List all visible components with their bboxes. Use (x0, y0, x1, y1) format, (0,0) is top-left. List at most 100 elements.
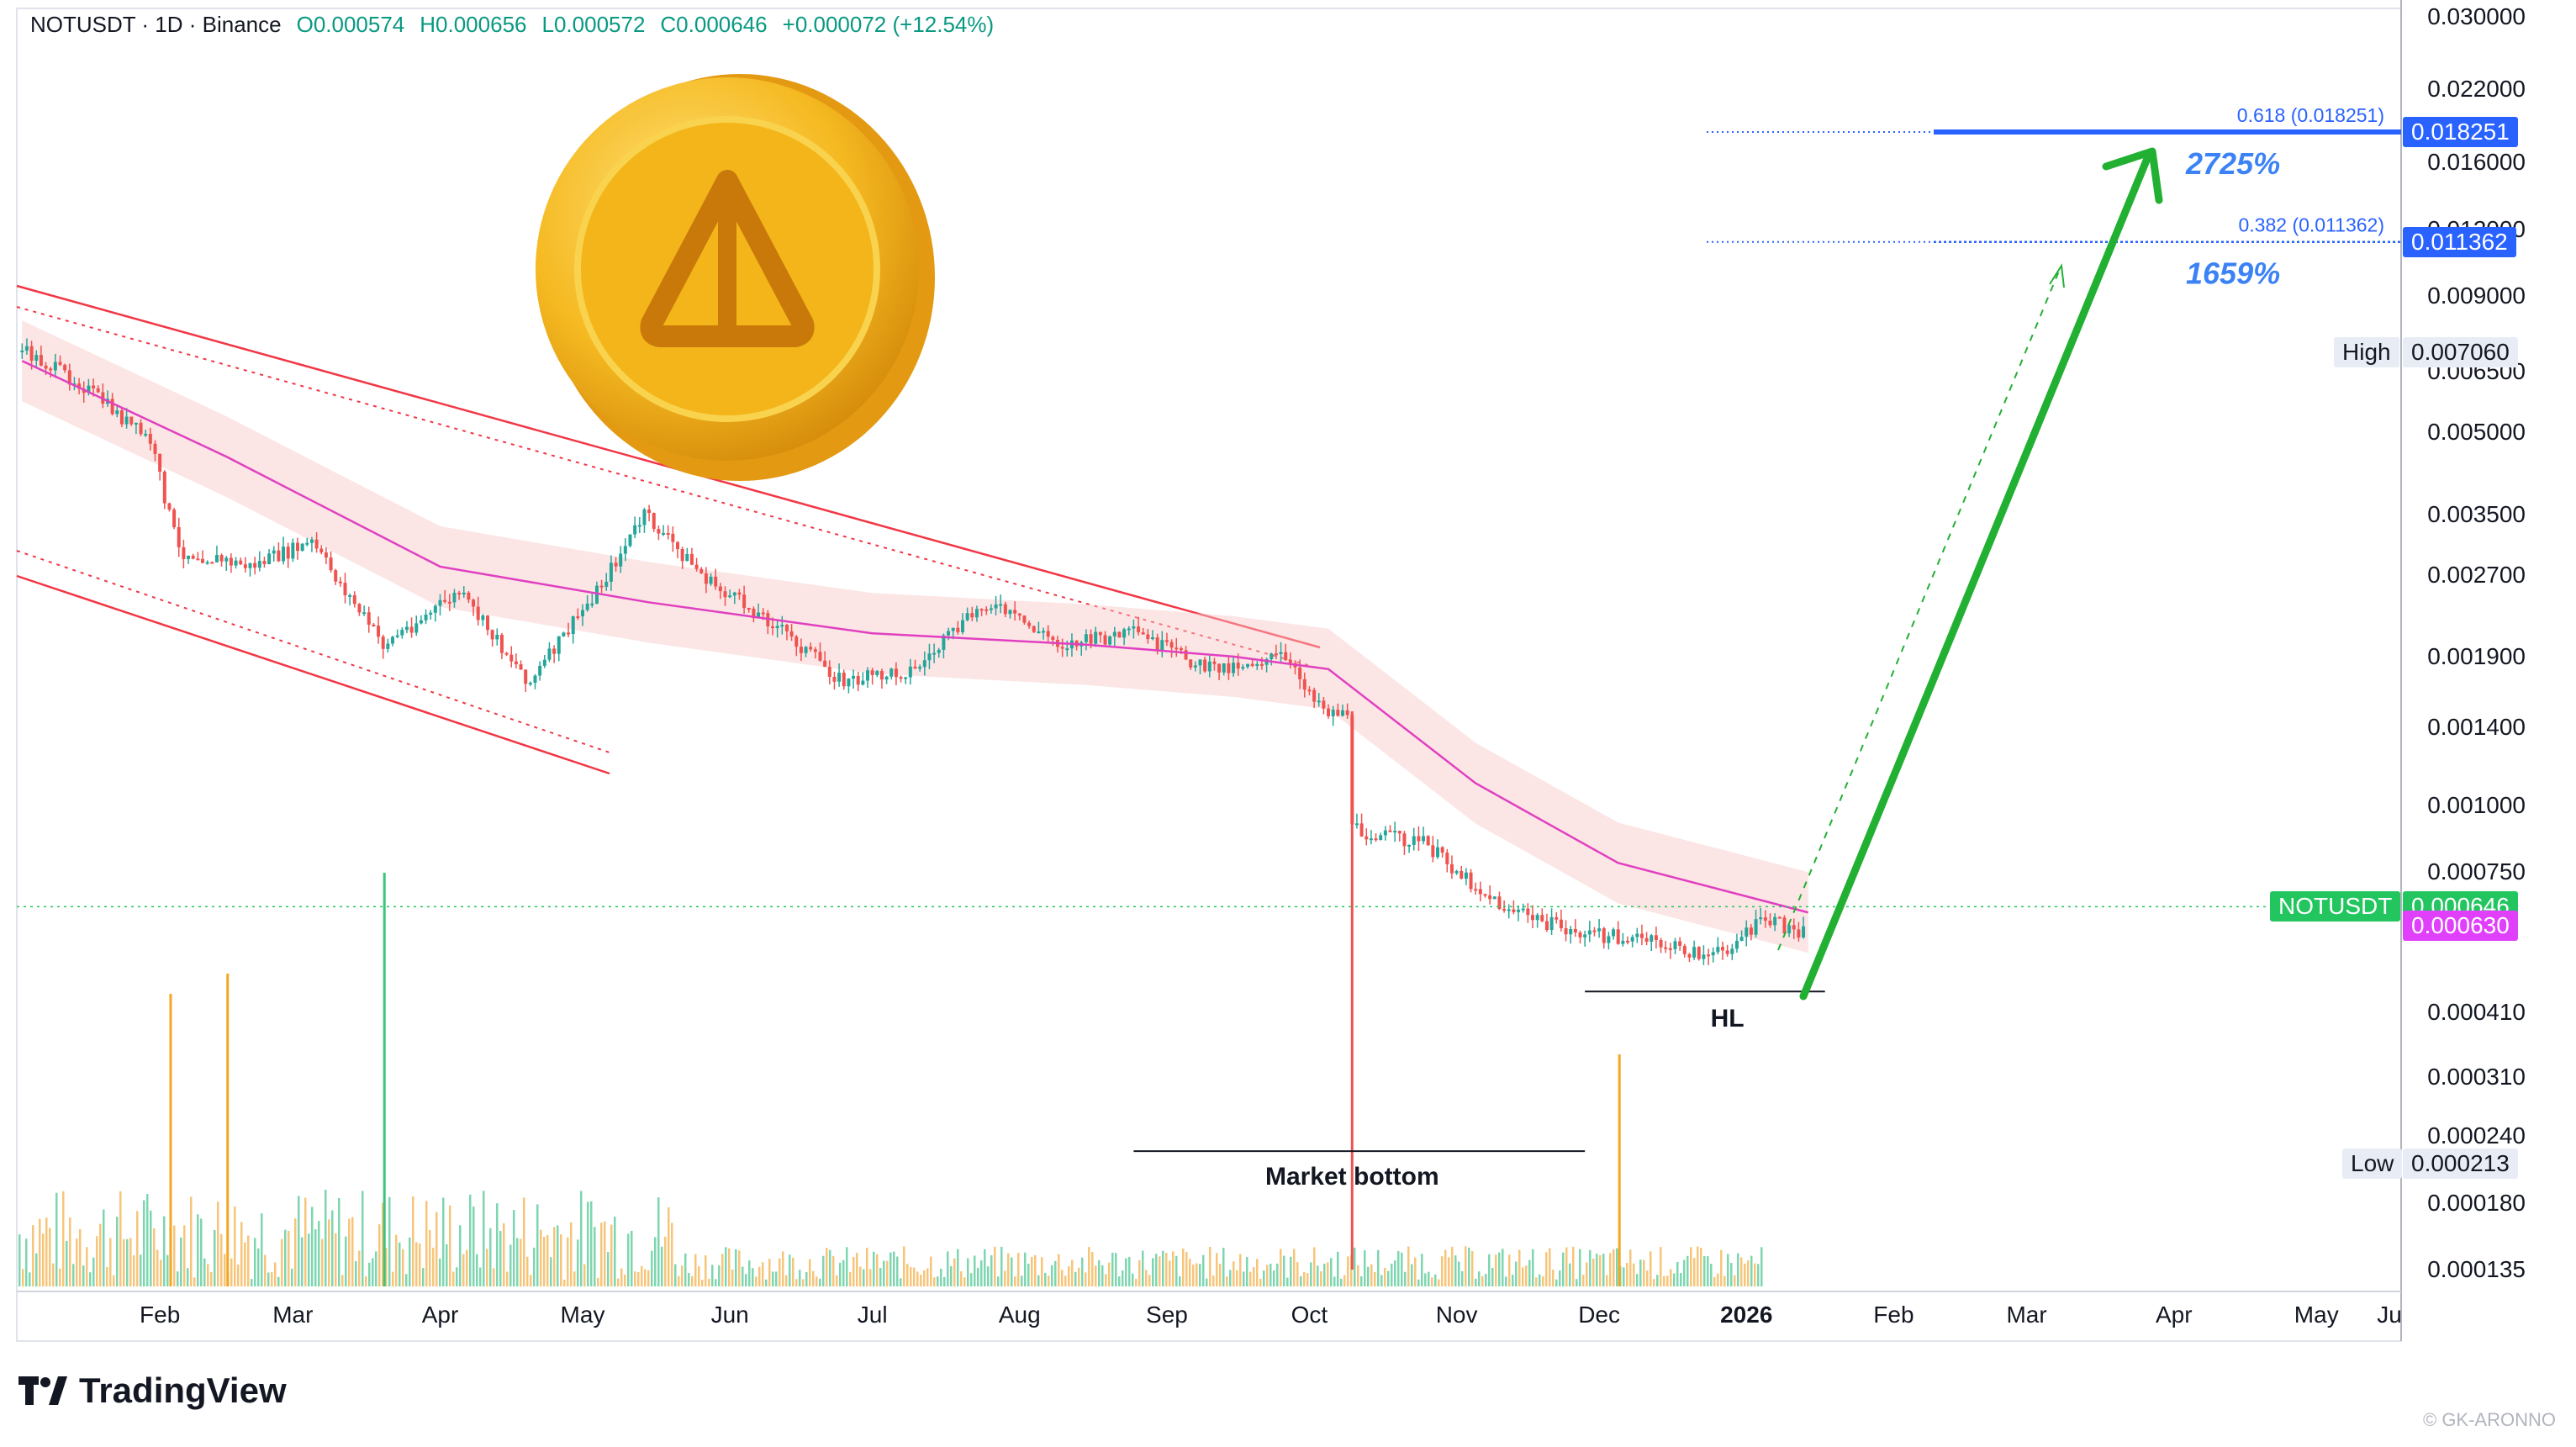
volume-bar (731, 1269, 734, 1286)
volume-bar (1713, 1276, 1716, 1286)
volume-bar (1280, 1249, 1282, 1286)
volume-bar (49, 1228, 51, 1286)
time-tick-label: Sep (1146, 1302, 1188, 1328)
time-tick-label: 2026 (1720, 1302, 1773, 1328)
candle-body (842, 673, 846, 687)
volume-bar (1306, 1273, 1309, 1286)
candle-body (1592, 930, 1597, 932)
volume-bar (953, 1258, 956, 1286)
volume-bar (1212, 1275, 1215, 1286)
volume-bar (816, 1276, 818, 1286)
volume-bar (1333, 1276, 1336, 1286)
volume-bar (197, 1214, 199, 1286)
candle-body (1464, 872, 1468, 879)
volume-bar (466, 1249, 468, 1286)
volume-bar (1259, 1278, 1262, 1286)
volume-bar (1037, 1275, 1040, 1286)
volume-bar (39, 1218, 41, 1286)
volume-bar (533, 1247, 536, 1286)
volume-bar (1744, 1263, 1746, 1286)
candle-body (324, 552, 328, 558)
candle-body (1193, 665, 1197, 668)
volume-bar (1064, 1275, 1067, 1286)
hl-label: HL (1711, 1005, 1745, 1032)
volume-bar (133, 1254, 135, 1286)
volume-bar (977, 1267, 979, 1286)
volume-bar (819, 1278, 821, 1286)
candle-body (1046, 631, 1050, 637)
candle-body (1535, 915, 1539, 921)
volume-bar (795, 1279, 798, 1286)
ohlc-low: L0.000572 (541, 12, 646, 37)
volume-bar (1760, 1247, 1763, 1286)
volume-bar (129, 1238, 132, 1286)
volume-bar (449, 1205, 451, 1286)
volume-bar (452, 1271, 455, 1286)
candle-body (870, 670, 874, 675)
volume-bar (1048, 1275, 1050, 1286)
volume-bar (775, 1271, 778, 1286)
volume-bar (301, 1237, 304, 1286)
candle-body (1369, 838, 1373, 841)
candle-body (1583, 934, 1587, 937)
volume-bar (42, 1233, 45, 1286)
low-value-tag: 0.000213 (2403, 1149, 2518, 1180)
volume-bar (836, 1275, 838, 1286)
fib-382-price-tag: 0.011362 (2403, 226, 2516, 257)
candle-body (633, 525, 637, 535)
candle-body (1345, 710, 1349, 716)
volume-bar (1317, 1265, 1319, 1286)
volume-bar (489, 1228, 492, 1286)
volume-bar (136, 1211, 139, 1286)
volume-bar (1730, 1263, 1733, 1286)
volume-bar (513, 1210, 515, 1286)
volume-bar (106, 1267, 108, 1286)
volume-bar (207, 1264, 209, 1286)
candle-body (804, 647, 808, 653)
candle-body (1469, 872, 1473, 890)
candle-body (771, 626, 774, 629)
volume-bar (1454, 1255, 1457, 1286)
candle-body (1436, 847, 1439, 858)
volume-bar (257, 1248, 260, 1286)
candle-body (1549, 916, 1554, 931)
candle-body (604, 581, 609, 587)
volume-bar (970, 1273, 973, 1286)
volume-bar (368, 1262, 371, 1286)
candle-body (1137, 626, 1141, 633)
volume-bar (385, 1248, 388, 1286)
volume-bar (338, 1197, 340, 1286)
volume-bar (294, 1218, 297, 1286)
volume-bar (805, 1271, 808, 1286)
candle-body (590, 603, 594, 605)
candle-body (918, 667, 922, 669)
candle-body (894, 668, 898, 678)
volume-bar (1290, 1256, 1292, 1286)
volume-bar (1616, 1248, 1618, 1286)
candle-body (1678, 941, 1682, 946)
volume-bar (1236, 1270, 1238, 1286)
volume-bar (180, 1237, 182, 1286)
volume-bar (691, 1275, 694, 1286)
tradingview-logo[interactable]: TradingView (18, 1370, 287, 1411)
candle-body (210, 562, 214, 564)
volume-bar (109, 1238, 112, 1286)
volume-bar (664, 1236, 667, 1286)
volume-bar (244, 1242, 246, 1286)
volume-bar (469, 1194, 472, 1286)
volume-bar (725, 1247, 727, 1286)
candle-body (1564, 928, 1568, 935)
candle-body (162, 472, 166, 504)
candle-body (1241, 667, 1245, 669)
volume-bar (1582, 1275, 1585, 1286)
volume-bar (1707, 1256, 1709, 1286)
volume-bar (425, 1201, 428, 1286)
candle-body (847, 679, 851, 687)
volume-bar (567, 1237, 569, 1286)
candle-body (1630, 937, 1634, 942)
candle-body (1302, 679, 1306, 690)
volume-bar (446, 1244, 448, 1286)
volume-bar (1525, 1265, 1528, 1286)
